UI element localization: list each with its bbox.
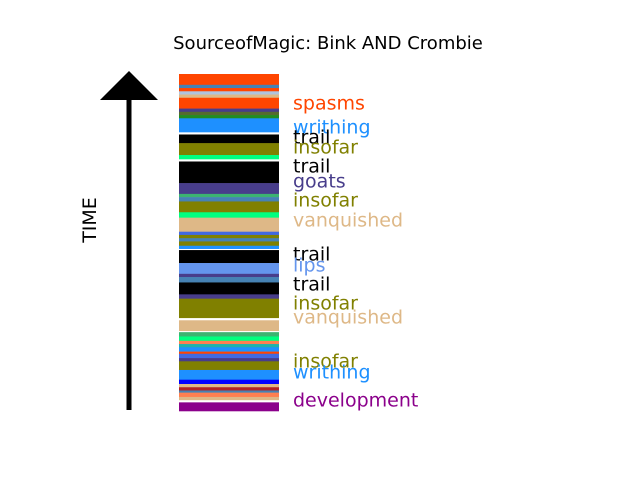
timeline-stripe [179,263,279,275]
timeline-stripe [179,217,279,232]
timeline-stripe [179,298,279,319]
event-label: vanquished [293,210,403,232]
event-label: goats [293,171,346,193]
timeline-stripe [179,238,279,242]
timeline-stripe [179,88,279,92]
timeline-stripe [179,111,279,116]
timeline-stripe [179,250,279,264]
timeline-stripe [179,74,279,86]
timeline-stripe [179,143,279,156]
timeline-stripe [179,384,279,388]
event-label: writhing [293,362,371,384]
y-axis-label: TIME [79,197,101,244]
timeline-stripe [179,193,279,198]
timeline-stripe [179,369,279,380]
timeline-stripe [179,134,279,144]
timeline-stripe [179,277,279,283]
timeline-stripe [179,155,279,160]
timeline-stripe [179,340,279,345]
event-label: insofar [293,190,358,212]
timeline-stripe [179,320,279,332]
timeline-stripe [179,161,279,184]
timeline-stripe [179,183,279,195]
timeline-stripe [179,379,279,385]
time-arrow-head [100,71,158,100]
event-label: insofar [293,351,358,373]
event-label: writhing [293,117,371,139]
timeline-stripe [179,318,279,321]
chart-title: SourceofMagic: Bink AND Crombie [173,33,483,54]
event-label: development [293,390,418,412]
timeline-stripe [179,396,279,401]
timeline-stripe [179,159,279,162]
timeline-stripes [179,74,279,412]
time-axis [100,71,158,410]
timeline-stripe [179,248,279,251]
event-label: trail [293,274,330,296]
timeline-stripe [179,400,279,403]
timeline-stripe [179,331,279,333]
timeline-stripe [179,392,279,398]
timeline-stripe [179,118,279,133]
timeline-stripe [179,387,279,391]
timeline-stripe [179,344,279,348]
timeline-stripe [179,282,279,295]
event-label: insofar [293,293,358,315]
timeline-stripe [179,91,279,95]
timeline-stripe [179,97,279,109]
timeline-stripe [179,332,279,337]
timeline-stripe [179,197,279,202]
timeline-stripe [179,294,279,299]
timeline-stripe [179,351,279,355]
timeline-stripe [179,336,279,342]
timeline-stripe [179,347,279,352]
timeline-stripe [179,132,279,135]
timeline-stripe [179,234,279,239]
timeline-stripe [179,390,279,393]
event-label: trail [293,244,330,266]
timeline-stripe [179,245,279,250]
timeline-stripe [179,115,279,119]
timeline-stripe [179,108,279,113]
timeline-stripe [179,353,279,359]
timeline-stripe [179,84,279,89]
event-label: lips [293,255,326,277]
timeline-stripe [179,241,279,247]
timeline-stripe [179,402,279,412]
timeline-stripe [179,358,279,362]
event-label: vanquished [293,307,403,329]
timeline-stripe [179,94,279,99]
timeline-stripe [179,273,279,278]
event-labels: spasmswrithingtrailinsofartrailgoatsinso… [293,93,418,412]
timeline-stripe [179,361,279,371]
timeline-stripe [179,212,279,218]
event-label: trail [293,127,330,149]
timeline-stripe [179,231,279,236]
timeline-stripe [179,201,279,213]
event-label: spasms [293,93,365,115]
event-label: insofar [293,137,358,159]
event-label: trail [293,156,330,178]
